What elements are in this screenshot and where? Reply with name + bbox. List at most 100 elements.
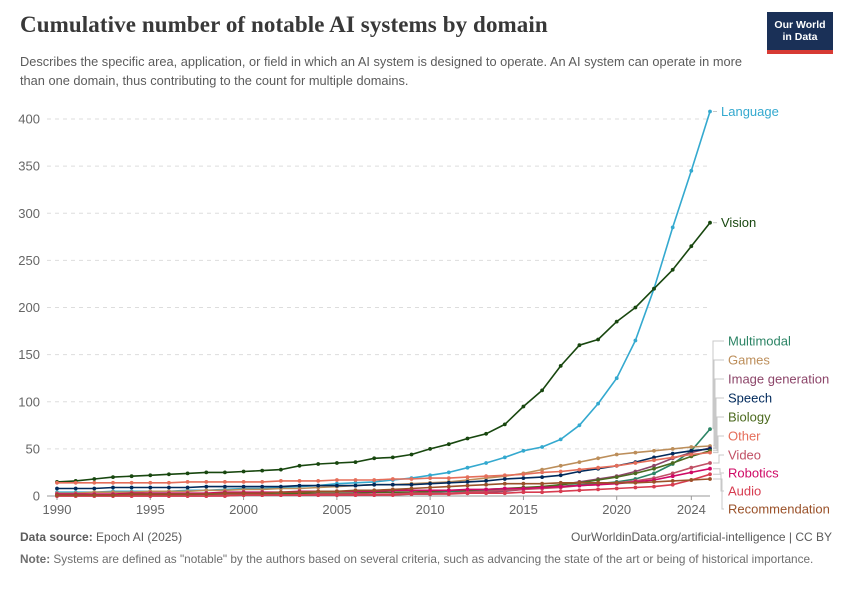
series-marker-language bbox=[577, 423, 582, 428]
series-marker-recommendation bbox=[148, 492, 153, 496]
series-marker-other bbox=[92, 480, 97, 485]
series-marker-language bbox=[689, 168, 694, 173]
series-marker-speech bbox=[670, 451, 675, 456]
label-connector-robotics bbox=[713, 468, 724, 474]
series-marker-speech bbox=[55, 486, 59, 491]
series-end-label-multimodal[interactable]: Multimodal bbox=[728, 334, 791, 349]
page-subtitle: Describes the specific area, application… bbox=[20, 54, 742, 88]
series-marker-image-generation bbox=[652, 463, 656, 468]
series-marker-robotics bbox=[558, 484, 563, 489]
series-marker-speech bbox=[279, 484, 283, 489]
series-line-audio[interactable] bbox=[57, 473, 711, 497]
series-marker-recommendation bbox=[316, 489, 321, 494]
series-end-label-biology[interactable]: Biology bbox=[728, 410, 771, 425]
y-tick-label: 150 bbox=[18, 347, 40, 362]
series-marker-other bbox=[428, 476, 432, 480]
series-marker-speech bbox=[129, 485, 134, 490]
series-marker-vision bbox=[148, 473, 153, 478]
series-end-label-speech[interactable]: Speech bbox=[728, 391, 772, 406]
series-marker-vision bbox=[316, 462, 321, 466]
x-tick-label: 2024 bbox=[677, 502, 706, 517]
label-connector-video bbox=[713, 454, 724, 464]
note: Note: Systems are defined as "notable" b… bbox=[20, 551, 832, 568]
series-marker-other bbox=[689, 452, 694, 457]
series-marker-other bbox=[670, 455, 675, 460]
series-marker-language bbox=[540, 445, 544, 449]
series-end-label-robotics[interactable]: Robotics bbox=[728, 466, 779, 481]
label-connector-recommendation bbox=[713, 478, 724, 510]
series-end-label-language[interactable]: Language bbox=[721, 104, 779, 119]
series-marker-vision bbox=[633, 305, 638, 310]
note-value: Systems are defined as "notable" by the … bbox=[50, 552, 814, 566]
series-marker-games bbox=[652, 448, 656, 453]
series-line-robotics[interactable] bbox=[57, 467, 711, 495]
series-marker-other bbox=[111, 480, 115, 485]
series-marker-speech bbox=[316, 483, 321, 488]
series-marker-other bbox=[614, 463, 619, 468]
series-marker-vision bbox=[465, 436, 470, 441]
series-end-label-other[interactable]: Other bbox=[728, 429, 761, 444]
series-marker-audio bbox=[335, 493, 339, 497]
series-marker-audio bbox=[353, 493, 358, 497]
series-marker-vision bbox=[502, 422, 507, 427]
x-tick-label: 2000 bbox=[229, 502, 258, 517]
series-marker-other bbox=[129, 480, 134, 485]
owid-logo[interactable]: Our World in Data bbox=[767, 12, 833, 54]
series-marker-recommendation bbox=[521, 481, 526, 486]
series-line-biology[interactable] bbox=[57, 450, 711, 496]
series-end-label-image-generation[interactable]: Image generation bbox=[728, 372, 829, 387]
series-marker-audio bbox=[316, 493, 321, 497]
series-marker-vision bbox=[390, 455, 395, 460]
series-marker-speech bbox=[372, 482, 377, 487]
series-marker-recommendation bbox=[670, 479, 675, 483]
series-marker-recommendation bbox=[279, 490, 283, 495]
series-end-label-games[interactable]: Games bbox=[728, 353, 770, 368]
label-connector-multimodal bbox=[712, 340, 724, 430]
series-marker-speech bbox=[446, 480, 451, 485]
label-connector-games bbox=[713, 359, 724, 447]
series-marker-language bbox=[558, 437, 563, 442]
series-marker-audio bbox=[409, 492, 414, 496]
series-line-other[interactable] bbox=[57, 451, 711, 484]
series-marker-vision bbox=[353, 460, 358, 464]
series-end-label-video[interactable]: Video bbox=[728, 448, 761, 463]
series-marker-recommendation bbox=[633, 480, 638, 485]
x-tick-label: 2020 bbox=[602, 502, 631, 517]
series-marker-recommendation bbox=[465, 483, 470, 488]
series-line-games[interactable] bbox=[57, 445, 711, 495]
x-tick-label: 2005 bbox=[322, 502, 351, 517]
series-marker-recommendation bbox=[428, 485, 432, 490]
series-marker-recommendation bbox=[260, 491, 265, 496]
series-end-label-recommendation[interactable]: Recommendation bbox=[728, 502, 830, 517]
series-marker-audio bbox=[558, 489, 563, 494]
series-end-label-vision[interactable]: Vision bbox=[721, 215, 756, 230]
series-marker-robotics bbox=[521, 486, 526, 491]
series-line-vision[interactable] bbox=[56, 222, 711, 483]
series-marker-language bbox=[502, 455, 507, 460]
series-marker-robotics bbox=[465, 487, 470, 492]
series-marker-vision bbox=[689, 244, 694, 249]
series-marker-recommendation bbox=[409, 486, 414, 491]
datasource-value: Epoch AI (2025) bbox=[92, 530, 183, 544]
series-marker-other bbox=[260, 480, 265, 484]
series-line-recommendation[interactable] bbox=[57, 478, 711, 496]
series-marker-vision bbox=[540, 388, 544, 393]
datasource: Data source: Epoch AI (2025) bbox=[20, 530, 182, 544]
series-marker-games bbox=[204, 488, 209, 493]
series-marker-other bbox=[708, 450, 712, 455]
series-marker-other bbox=[596, 465, 600, 470]
series-marker-vision bbox=[446, 442, 451, 447]
y-tick-label: 0 bbox=[33, 489, 40, 504]
series-marker-recommendation bbox=[129, 492, 134, 496]
series-marker-vision bbox=[521, 404, 526, 409]
series-marker-vision bbox=[335, 461, 339, 465]
series-end-label-audio[interactable]: Audio bbox=[728, 484, 761, 499]
series-marker-recommendation bbox=[540, 481, 544, 486]
series-line-language[interactable] bbox=[57, 111, 711, 494]
label-connector-biology bbox=[713, 416, 724, 452]
owid-attribution-link[interactable]: OurWorldinData.org/artificial-intelligen… bbox=[571, 530, 832, 544]
series-line-speech[interactable] bbox=[57, 448, 711, 490]
series-marker-recommendation bbox=[614, 480, 619, 485]
series-marker-vision bbox=[223, 470, 227, 475]
series-marker-audio bbox=[446, 492, 451, 496]
